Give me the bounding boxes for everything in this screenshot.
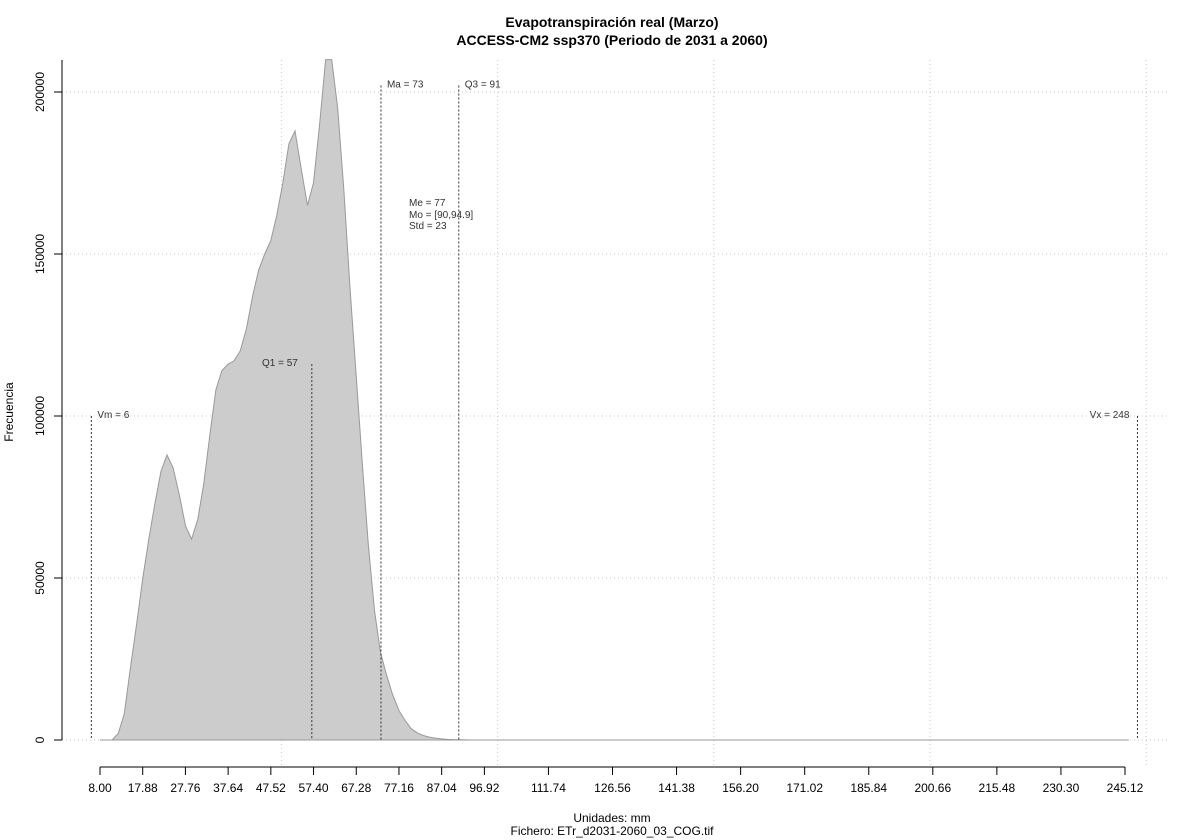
x-tick-label: 87.04	[427, 781, 457, 795]
frequency-area	[100, 59, 1129, 741]
stat-std: Std = 23	[409, 221, 447, 232]
x-tick-label: 77.16	[384, 781, 414, 795]
x-tick-label: 156.20	[722, 781, 759, 795]
x-tick-label: 17.88	[128, 781, 158, 795]
x-axis: 8.00 17.88 27.76 37.64 47.52 57.40 67.28 77.16 8…	[88, 766, 1144, 795]
chart-title: Evapotranspiración real (Marzo)	[505, 14, 718, 30]
y-axis-label: Frecuencia	[2, 382, 16, 442]
y-tick-label: 150000	[33, 234, 47, 274]
x-tick-label: 96.92	[469, 781, 499, 795]
y-axis: 0 50000 100000 150000 200000	[33, 60, 63, 743]
x-tick-label: 27.76	[170, 781, 200, 795]
x-tick-label: 171.02	[786, 781, 823, 795]
x-tick-label: 215.48	[979, 781, 1016, 795]
stat-median: Me = 77	[409, 198, 446, 209]
ref-label: Ma = 73	[387, 80, 424, 91]
ref-label: Vx = 248	[1090, 410, 1130, 421]
chart-subtitle: ACCESS-CM2 ssp370 (Periodo de 2031 a 206…	[456, 32, 767, 48]
y-tick-label: 100000	[33, 396, 47, 436]
x-tick-label: 67.28	[341, 781, 371, 795]
x-tick-label: 126.56	[594, 781, 631, 795]
x-tick-label: 230.30	[1043, 781, 1080, 795]
x-tick-label: 8.00	[88, 781, 112, 795]
x-tick-label: 111.74	[531, 781, 566, 795]
x-tick-label: 245.12	[1107, 781, 1144, 795]
x-tick-label: 141.38	[658, 781, 695, 795]
ref-label: Q3 = 91	[465, 80, 501, 91]
x-axis-label: Unidades: mm	[573, 811, 650, 825]
x-tick-label: 185.84	[850, 781, 887, 795]
reference-lines: Vm = 6 Q1 = 57 Ma = 73 Q3 = 91 Vx = 248	[90, 80, 1138, 740]
x-tick-label: 57.40	[299, 781, 329, 795]
stats-box: Me = 77 Mo = [90,94.9] Std = 23	[409, 198, 473, 232]
file-caption: Fichero: ETr_d2031-2060_03_COG.tif	[511, 824, 715, 838]
stat-mode: Mo = [90,94.9]	[409, 210, 473, 221]
y-tick-label: 50000	[33, 561, 47, 595]
x-tick-label: 200.66	[914, 781, 951, 795]
ref-label: Vm = 6	[97, 410, 129, 421]
y-tick-label: 0	[33, 736, 47, 743]
x-tick-label: 47.52	[256, 781, 286, 795]
x-tick-label: 37.64	[213, 781, 243, 795]
y-tick-label: 200000	[33, 72, 47, 112]
ref-label: Q1 = 57	[262, 358, 298, 369]
